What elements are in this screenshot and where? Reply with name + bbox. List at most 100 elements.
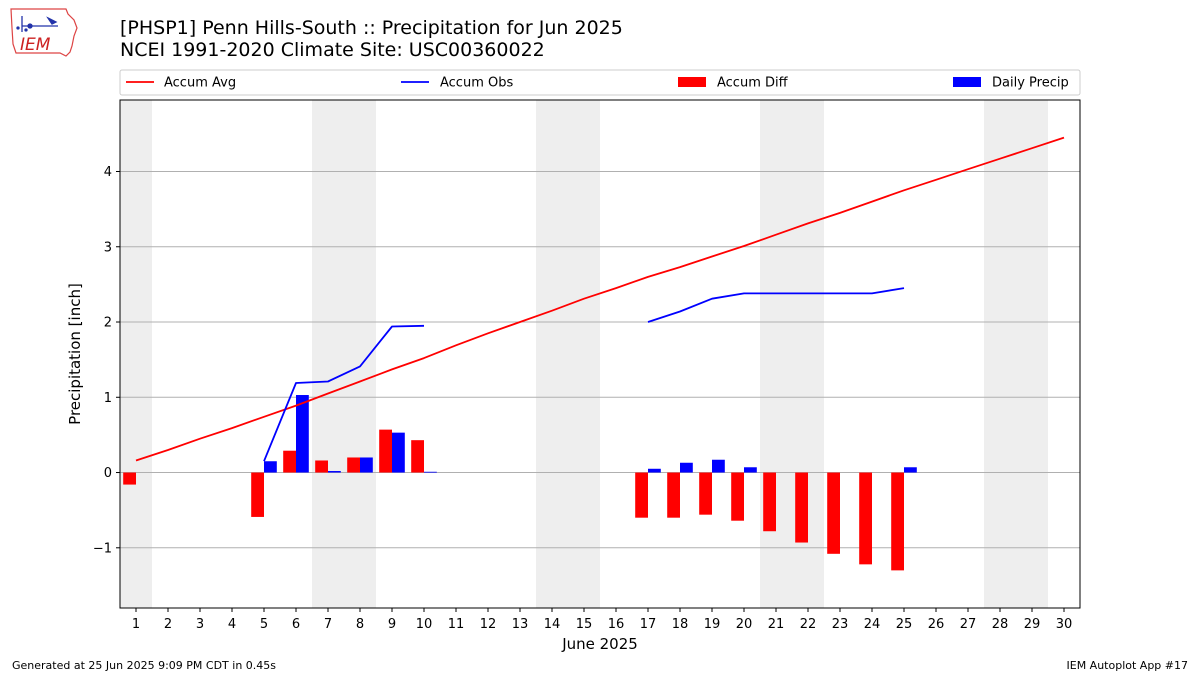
weather-station-icon — [16, 16, 58, 32]
x-tick-label: 22 — [800, 617, 817, 632]
footer-app-text: IEM Autoplot App #17 — [1066, 659, 1189, 672]
x-tick-label: 14 — [544, 617, 561, 632]
accum-diff-bar-day-5 — [251, 472, 264, 517]
x-tick-label: 16 — [608, 617, 625, 632]
accum-diff-bar-day-6 — [283, 450, 296, 473]
daily-precip-bar-day-17 — [648, 468, 661, 473]
x-tick-label: 23 — [832, 617, 849, 632]
daily-precip-bar-day-18 — [680, 462, 693, 473]
y-tick-label: −1 — [93, 541, 112, 556]
x-tick-label: 18 — [672, 617, 689, 632]
accum-lines — [135, 136, 1065, 462]
x-tick-label: 29 — [1024, 617, 1041, 632]
weekend-shade-day-29 — [1016, 100, 1048, 608]
x-tick-label: 19 — [704, 617, 721, 632]
accum-diff-bar-day-9 — [379, 429, 392, 473]
legend-swatch-accum-diff — [678, 77, 706, 87]
y-axis-ticks: −1 0 1 2 3 4 — [93, 165, 120, 556]
daily-precip-bar-day-5 — [264, 461, 277, 473]
legend-label-accum-obs: Accum Obs — [440, 76, 513, 91]
weekend-shade-day-15 — [568, 100, 600, 608]
weekend-shading — [120, 100, 1048, 608]
legend-label-daily-precip: Daily Precip — [992, 76, 1069, 91]
daily-precip-bar-day-9 — [392, 432, 405, 473]
chart-subtitle: NCEI 1991-2020 Climate Site: USC00360022 — [120, 39, 545, 61]
x-tick-label: 8 — [356, 617, 364, 632]
legend-frame — [119, 69, 1081, 96]
daily-precip-bar-day-10 — [424, 471, 437, 473]
daily-precip-bar-day-6 — [296, 395, 309, 473]
x-tick-label: 17 — [640, 617, 657, 632]
x-tick-label: 1 — [132, 617, 140, 632]
x-axis-ticks: 1 2 3 4 5 6 7 8 9 10 11 12 13 14 15 16 17 18 19 20 21 22 23 24 2… — [132, 608, 1072, 632]
weekend-shade-day-8 — [344, 100, 376, 608]
x-tick-label: 5 — [260, 617, 268, 632]
daily-precip-bar-day-7 — [328, 471, 341, 473]
logo-text: IEM — [20, 35, 51, 55]
weekend-shade-day-21 — [760, 100, 792, 608]
chart-title: [PHSP1] Penn Hills-South :: Precipitatio… — [120, 17, 623, 39]
accum-diff-bar-day-25 — [891, 472, 904, 571]
x-tick-label: 26 — [928, 617, 945, 632]
y-gridlines — [120, 170, 1080, 549]
y-axis-label: Precipitation [inch] — [66, 283, 84, 425]
y-tick-label: 2 — [104, 316, 112, 331]
daily-precip-bar-day-25 — [904, 467, 917, 473]
accum-diff-bar-day-22 — [795, 472, 808, 543]
daily-precip-bar-day-8 — [360, 457, 373, 473]
legend-label-accum-diff: Accum Diff — [717, 76, 789, 91]
iowa-state-outline-icon — [10, 8, 78, 57]
legend: Accum Avg Accum Obs Accum Diff Daily Pre… — [119, 69, 1081, 96]
x-axis-label: June 2025 — [561, 635, 638, 653]
x-tick-label: 12 — [480, 617, 497, 632]
accum-diff-bar-day-8 — [347, 457, 360, 473]
accum-diff-bar-day-23 — [827, 472, 840, 554]
daily-precip-bars — [264, 395, 917, 473]
x-tick-label: 7 — [324, 617, 332, 632]
accum-diff-bar-day-24 — [859, 472, 872, 565]
accum-diff-bar-day-17 — [635, 472, 648, 518]
accum-diff-bars — [123, 429, 904, 571]
footer-generated-text: Generated at 25 Jun 2025 9:09 PM CDT in … — [12, 659, 277, 672]
x-tick-label: 20 — [736, 617, 753, 632]
iem-logo: IEM — [10, 8, 78, 57]
plot-frame — [119, 99, 1081, 609]
x-tick-label: 24 — [864, 617, 881, 632]
y-tick-label: 3 — [104, 240, 112, 255]
weekend-shade-day-1 — [120, 100, 152, 608]
accum-avg-line — [135, 136, 1065, 462]
x-tick-label: 13 — [512, 617, 529, 632]
weekend-shade-day-7 — [312, 100, 344, 608]
x-tick-label: 15 — [576, 617, 593, 632]
accum-diff-bar-day-19 — [699, 472, 712, 515]
x-tick-label: 28 — [992, 617, 1009, 632]
x-tick-label: 9 — [388, 617, 396, 632]
x-tick-label: 2 — [164, 617, 172, 632]
x-tick-label: 21 — [768, 617, 785, 632]
weekend-shade-day-28 — [984, 100, 1016, 608]
accum-diff-bar-day-7 — [315, 460, 328, 473]
x-tick-label: 3 — [196, 617, 204, 632]
x-tick-label: 4 — [228, 617, 236, 632]
daily-precip-bar-day-19 — [712, 459, 725, 473]
y-tick-label: 4 — [104, 165, 112, 180]
weekend-shade-day-14 — [536, 100, 568, 608]
y-tick-label: 0 — [104, 466, 112, 481]
x-tick-label: 30 — [1056, 617, 1073, 632]
legend-swatch-daily-precip — [953, 77, 981, 87]
daily-precip-bar-day-20 — [744, 467, 757, 473]
y-tick-label: 1 — [104, 391, 112, 406]
accum-diff-bar-day-1 — [123, 472, 136, 485]
x-tick-label: 25 — [896, 617, 913, 632]
accum-diff-bar-day-20 — [731, 472, 744, 521]
x-tick-label: 11 — [448, 617, 465, 632]
x-tick-label: 10 — [416, 617, 433, 632]
accum-obs-line — [263, 287, 905, 462]
accum-diff-bar-day-18 — [667, 472, 680, 518]
legend-label-accum-avg: Accum Avg — [164, 76, 236, 91]
accum-diff-bar-day-21 — [763, 472, 776, 532]
x-tick-label: 6 — [292, 617, 300, 632]
accum-diff-bar-day-10 — [411, 440, 424, 473]
x-tick-label: 27 — [960, 617, 977, 632]
